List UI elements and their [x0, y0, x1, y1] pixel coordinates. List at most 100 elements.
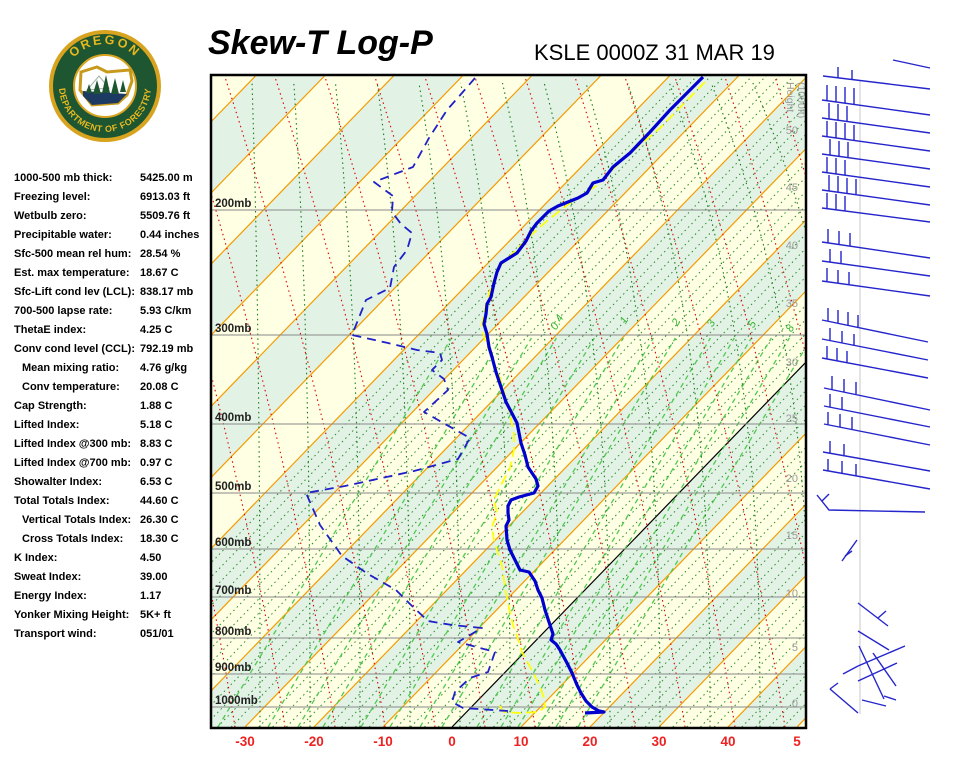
- odf-logo: OREGON DEPARTMENT OF FORESTRY: [49, 30, 161, 142]
- index-row: Sweat Index: 39.00: [14, 568, 199, 587]
- minor-isotherm: [212, 106, 805, 720]
- height-label: 10: [786, 588, 798, 600]
- isotherm: [212, 76, 325, 193]
- wind-barb: [821, 135, 931, 152]
- page-title: Skew-T Log-P: [208, 24, 433, 62]
- index-row: Conv cond level (CCL): 792.19 mb: [14, 340, 199, 359]
- index-value: 44.60 C: [140, 495, 179, 507]
- dewpoint-trace: [305, 77, 509, 712]
- moist-adiabat: [585, 82, 661, 727]
- index-row: Cross Totals Index: 18.30 C: [14, 530, 199, 549]
- index-row: Conv temperature: 20.08 C: [14, 378, 199, 397]
- index-value: 6.53 C: [140, 476, 173, 488]
- wind-barb: [822, 451, 931, 472]
- isotherm: [382, 291, 805, 727]
- pressure-label: 300mb: [215, 323, 251, 335]
- wind-barb: [829, 688, 859, 714]
- pressure-label: 500mb: [215, 481, 251, 493]
- index-row: Vertical Totals Index: 26.30 C: [14, 511, 199, 530]
- index-row: Wetbulb zero: 5509.76 ft: [14, 207, 199, 226]
- index-label: K Index:: [14, 552, 58, 564]
- height-label: 25: [786, 413, 798, 425]
- minor-isotherm: [212, 76, 684, 563]
- station-datetime: KSLE 0000Z 31 MAR 19: [534, 40, 775, 65]
- isotherm: [212, 76, 394, 264]
- wind-barb: [823, 423, 931, 446]
- isotherm: [212, 77, 805, 691]
- index-label: Precipitable water:: [14, 229, 112, 241]
- index-value: 5.18 C: [140, 419, 173, 431]
- wind-barb: [821, 493, 830, 502]
- chart-area: 200mb 300mb 400mb 500mb 600mb 700mb 800mb 900mb…: [212, 76, 960, 727]
- wind-barb: [821, 153, 931, 170]
- index-value: 20.08 C: [140, 381, 179, 393]
- index-value: 4.25 C: [140, 324, 173, 336]
- index-value: 5509.76 ft: [140, 210, 191, 222]
- pressure-label: 200mb: [215, 198, 251, 210]
- temp-axis-label: -10: [373, 734, 393, 749]
- isotherm: [313, 219, 805, 727]
- wind-barb: [821, 319, 929, 343]
- index-row: Sfc-500 mean rel hum: 28.54 %: [14, 245, 199, 264]
- index-label: Sweat Index:: [14, 571, 82, 583]
- height-label: 50: [786, 125, 798, 137]
- index-label: Est. max temperature:: [14, 267, 130, 279]
- temp-axis-label: 30: [651, 734, 666, 749]
- mixing-ratio-line: [555, 337, 790, 727]
- pressure-label: 800mb: [215, 626, 251, 638]
- height-label: 45: [786, 182, 798, 194]
- height-label: 40: [786, 240, 798, 252]
- index-value: 28.54 %: [140, 248, 181, 260]
- height-label: 30: [786, 357, 798, 369]
- mixing-ratio-label: 1: [618, 315, 631, 326]
- wind-barb: [823, 387, 931, 411]
- index-row: Yonker Mixing Height: 5K+ ft: [14, 606, 199, 625]
- index-value: 26.30 C: [140, 514, 179, 526]
- temp-axis-label: -20: [304, 734, 324, 749]
- wind-barb: [816, 494, 926, 513]
- temp-axis-label: 20: [582, 734, 597, 749]
- index-label: Lifted Index:: [14, 419, 80, 431]
- index-value: 4.50: [140, 552, 162, 564]
- wind-barb: [821, 357, 929, 379]
- temp-axis-label: 0: [448, 734, 456, 749]
- mixing-ratio-line: [476, 337, 711, 727]
- mixing-ratio-line: [217, 337, 452, 727]
- index-label: Cross Totals Index:: [22, 533, 124, 545]
- index-label: 1000-500 mb thick:: [14, 172, 113, 184]
- dry-adiabat: [875, 77, 960, 727]
- isotherm: [212, 76, 463, 336]
- index-row: Lifted Index @300 mb: 8.83 C: [14, 435, 199, 454]
- index-value: 5425.00 m: [140, 172, 193, 184]
- index-row: Lifted Index @700 mb: 0.97 C: [14, 454, 199, 473]
- index-row: Energy Index: 1.17: [14, 587, 199, 606]
- wind-barb: [857, 662, 898, 682]
- index-label: Transport wind:: [14, 628, 97, 640]
- minor-isotherm: [212, 92, 805, 705]
- mixing-ratio-line: [322, 337, 557, 727]
- height-label: 35: [786, 298, 798, 310]
- index-label: Conv cond level (CCL):: [14, 343, 136, 355]
- wind-barb: [857, 645, 906, 667]
- index-label: Lifted Index @300 mb:: [14, 438, 132, 450]
- temp-axis-label: 40: [720, 734, 735, 749]
- index-value: 5K+ ft: [140, 609, 171, 621]
- index-label: Conv temperature:: [22, 381, 120, 393]
- index-row: Transport wind: 051/01: [14, 625, 199, 644]
- isotherm: [212, 76, 670, 549]
- pressure-label: 900mb: [215, 662, 251, 674]
- temp-band: [797, 718, 805, 727]
- minor-isotherm: [217, 120, 805, 727]
- index-value: 051/01: [140, 628, 174, 640]
- dry-adiabat: [925, 77, 960, 727]
- minor-isotherm: [258, 163, 805, 727]
- minor-isotherm: [212, 76, 712, 592]
- index-value: 792.19 mb: [140, 343, 194, 355]
- minor-isotherm: [272, 177, 805, 727]
- index-label: Energy Index:: [14, 590, 87, 602]
- wind-barb: [821, 99, 931, 116]
- wind-barb: [857, 630, 890, 651]
- temp-axis-label: 5: [793, 734, 801, 749]
- index-value: 8.83 C: [140, 438, 173, 450]
